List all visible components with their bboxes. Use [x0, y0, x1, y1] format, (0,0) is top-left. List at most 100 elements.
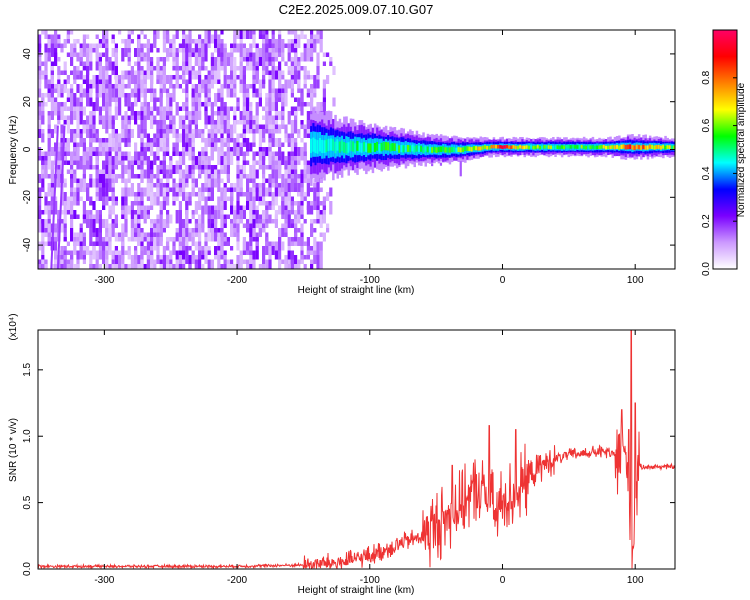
spectrogram-cell: [153, 120, 157, 125]
spectrogram-ridge-cell: [420, 145, 423, 152]
spectrogram-cell: [79, 178, 83, 192]
spectrogram-cell: [76, 192, 80, 206]
spectrogram-cell: [271, 178, 275, 183]
spectrogram-cell: [210, 34, 214, 44]
spectrogram-cell: [98, 174, 102, 183]
spectrogram-cell: [230, 196, 234, 210]
spectrogram-cell: [98, 106, 102, 120]
spectrogram-cell: [156, 187, 160, 201]
spectrogram-cell: [271, 43, 275, 48]
spectrogram-cell: [185, 259, 189, 264]
spectrogram-ytick-label: -40: [22, 237, 33, 252]
spectrogram-cell: [41, 129, 45, 134]
spectrogram-cell: [204, 66, 208, 71]
spectrogram-cell: [271, 39, 275, 44]
spectrogram-cell: [86, 219, 90, 228]
spectrogram-cell: [130, 111, 134, 116]
spectrogram-cell: [300, 147, 304, 161]
spectrogram-ridge-cell: [402, 145, 405, 153]
spectrogram-cell: [178, 133, 182, 138]
spectrogram-cell: [294, 160, 298, 165]
spectrogram-cell: [322, 61, 326, 66]
spectrogram-cell: [54, 52, 58, 66]
spectrogram-cell: [82, 142, 86, 156]
spectrogram-cell: [140, 228, 144, 233]
spectrogram-cell: [204, 246, 208, 251]
spectrogram-ridge-cell: [384, 142, 388, 151]
spectrogram-cell: [278, 88, 282, 93]
spectrogram-cell: [127, 255, 131, 260]
spectrogram-cell: [134, 237, 138, 242]
spectrogram-ridge-cell: [523, 145, 526, 150]
spectrogram-ridge-cell: [503, 145, 507, 149]
spectrogram-cell: [207, 228, 211, 242]
spectrogram-cell: [169, 79, 173, 84]
spectrogram-cell: [284, 138, 288, 143]
spectrogram-cell: [287, 264, 291, 269]
spectrogram-cell: [182, 192, 186, 201]
spectrogram-cell: [134, 111, 138, 125]
spectrogram-cell: [297, 66, 301, 71]
spectrogram-cell: [146, 196, 150, 201]
spectrogram-cell: [207, 133, 211, 138]
spectrogram-cell: [124, 205, 128, 215]
spectrogram-cell: [236, 214, 240, 219]
spectrogram-cell: [252, 196, 256, 201]
spectrogram-cell: [130, 255, 134, 260]
spectrogram-cell: [239, 174, 243, 179]
spectrogram-cell: [162, 219, 166, 233]
spectrogram-cell: [287, 174, 291, 179]
spectrogram-cell: [185, 66, 189, 75]
spectrogram-cell: [114, 151, 118, 156]
spectrogram-cell: [38, 129, 42, 138]
spectrogram-cell: [57, 174, 61, 188]
spectrogram-ridge-cell: [406, 145, 410, 152]
spectrogram-ridge-cell: [519, 144, 522, 149]
spectrogram-cell: [76, 264, 80, 269]
spectrogram-cell: [201, 102, 205, 107]
spectrogram-cell: [306, 237, 310, 242]
spectrogram-cell: [265, 147, 269, 156]
spectrogram-cell: [105, 120, 109, 129]
spectrogram-cell: [246, 250, 250, 255]
spectrogram-cell: [258, 228, 262, 237]
spectrogram-cell: [150, 169, 154, 174]
spectrogram-cell: [191, 75, 195, 80]
spectrogram-cell: [262, 156, 266, 165]
spectrogram-cell: [271, 219, 275, 224]
spectrogram-cell: [143, 246, 147, 255]
spectrogram-cell: [146, 160, 150, 165]
spectrogram-cell: [303, 219, 307, 224]
spectrogram-cell: [284, 133, 288, 138]
spectrogram-ridge-cell: [497, 145, 500, 149]
spectrogram-cell: [118, 156, 122, 161]
spectrogram-cell: [86, 115, 90, 120]
spectrogram-cell: [297, 97, 301, 111]
spectrogram-cell: [239, 120, 243, 125]
spectrogram-cell: [191, 237, 195, 246]
spectrogram-cell: [182, 151, 186, 165]
spectrogram-cell: [236, 174, 240, 179]
spectrogram-cell: [146, 259, 150, 269]
spectrogram-cell: [246, 111, 250, 125]
spectrogram-cell: [220, 30, 224, 35]
spectrogram-cell: [172, 151, 176, 156]
spectrogram-cell: [258, 34, 262, 39]
spectrogram-ridge-cell: [417, 145, 421, 152]
spectrogram-ridge-cell: [376, 141, 379, 151]
snr-xtick-label: 100: [627, 575, 644, 586]
spectrogram-cell: [220, 142, 224, 147]
spectrogram-cell: [188, 124, 192, 138]
spectrogram-cell: [204, 156, 208, 161]
spectrogram-ridge-cell: [400, 144, 403, 153]
spectrogram-cell: [249, 259, 253, 264]
spectrogram-cell: [287, 30, 291, 35]
spectrogram-cell: [134, 259, 138, 264]
spectrogram-cell: [79, 196, 83, 201]
spectrogram-cell: [281, 142, 285, 147]
spectrogram-cell: [172, 201, 176, 206]
spectrogram-cell: [294, 174, 298, 188]
spectrogram-cell: [217, 129, 221, 134]
spectrogram-cell: [143, 237, 147, 242]
